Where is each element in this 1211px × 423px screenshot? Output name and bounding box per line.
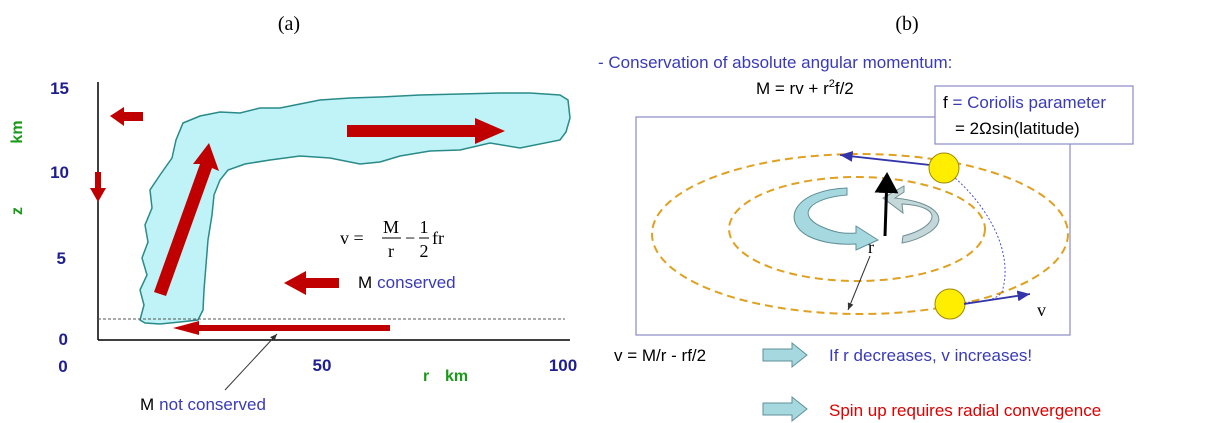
outflow-arrow-upper xyxy=(347,118,505,144)
y-tick-10: 10 xyxy=(50,163,69,182)
eq-den2: 2 xyxy=(420,241,429,261)
y-axis-z-label: z xyxy=(9,207,26,215)
flow-arrows xyxy=(90,107,505,335)
rotation-arrow-front xyxy=(793,187,880,251)
r-label: r xyxy=(868,237,874,257)
rotation-arrow-back xyxy=(882,185,940,244)
x-tick-100: 100 xyxy=(549,356,577,375)
downdraft-arrow xyxy=(90,172,106,202)
panel-a-label: (a) xyxy=(278,13,300,35)
lower-parcel-ball xyxy=(934,288,966,320)
implication-arrow-2 xyxy=(762,395,808,423)
upper-velocity-arrow xyxy=(839,151,931,166)
inflow-arrow-mid xyxy=(284,271,339,295)
panel-b: (b) - Conservation of absolute angular m… xyxy=(598,13,1134,423)
eq-minus: − xyxy=(405,228,415,248)
cloud-shape xyxy=(139,92,571,325)
eq-tail: fr xyxy=(432,228,444,248)
coriolis-box xyxy=(934,85,1134,145)
inflow-arrow-boundary xyxy=(173,321,390,335)
x-tick-50: 50 xyxy=(313,356,332,375)
updraft-arrow xyxy=(154,143,219,296)
panel-b-label: (b) xyxy=(895,13,918,35)
result-text-2: Spin up requires radial convergence xyxy=(829,401,1101,420)
implication-arrow-1 xyxy=(762,341,808,369)
v-label: v xyxy=(1037,300,1046,320)
eq-num1: M xyxy=(383,217,399,237)
panel-b-title: - Conservation of absolute angular momen… xyxy=(598,53,952,72)
v-equation: v = M/r - rf/2 xyxy=(614,346,706,365)
y-axis-unit-label: km xyxy=(9,120,26,143)
coriolis-line2: = 2Ωsin(latitude) xyxy=(955,119,1080,138)
x-tick-0: 0 xyxy=(58,357,67,376)
lower-velocity-arrow xyxy=(963,290,1031,305)
rotation-arrows xyxy=(793,185,940,251)
y-tick-0: 0 xyxy=(59,330,68,349)
y-tick-5: 5 xyxy=(57,249,66,268)
eq-num2: 1 xyxy=(420,217,429,237)
upper-parcel-ball xyxy=(928,152,960,184)
not-conserved-pointer xyxy=(224,333,278,391)
momentum-equation: M = rv + r2f/2 xyxy=(756,78,854,98)
radial-up-arrow xyxy=(874,172,899,237)
wind-equation: v = M r − 1 2 fr xyxy=(340,217,444,261)
panel-a: (a) 0 5 10 15 km z 0 50 100 r km xyxy=(9,13,577,414)
eq-lhs: v = xyxy=(340,228,364,248)
orbit-diagram-box xyxy=(635,116,1071,336)
outflow-arrow-left-small xyxy=(110,107,143,126)
result-text-1: If r decreases, v increases! xyxy=(829,346,1032,365)
inner-orbit-ellipse xyxy=(728,176,986,282)
y-tick-15: 15 xyxy=(50,79,69,98)
r-pointer xyxy=(847,255,871,311)
x-axis-unit-label: km xyxy=(445,368,468,385)
outer-orbit-ellipse xyxy=(651,153,1069,315)
x-axis-r-label: r xyxy=(423,368,429,385)
coriolis-line1: f = Coriolis parameter xyxy=(943,93,1106,112)
eq-den1: r xyxy=(388,241,394,261)
